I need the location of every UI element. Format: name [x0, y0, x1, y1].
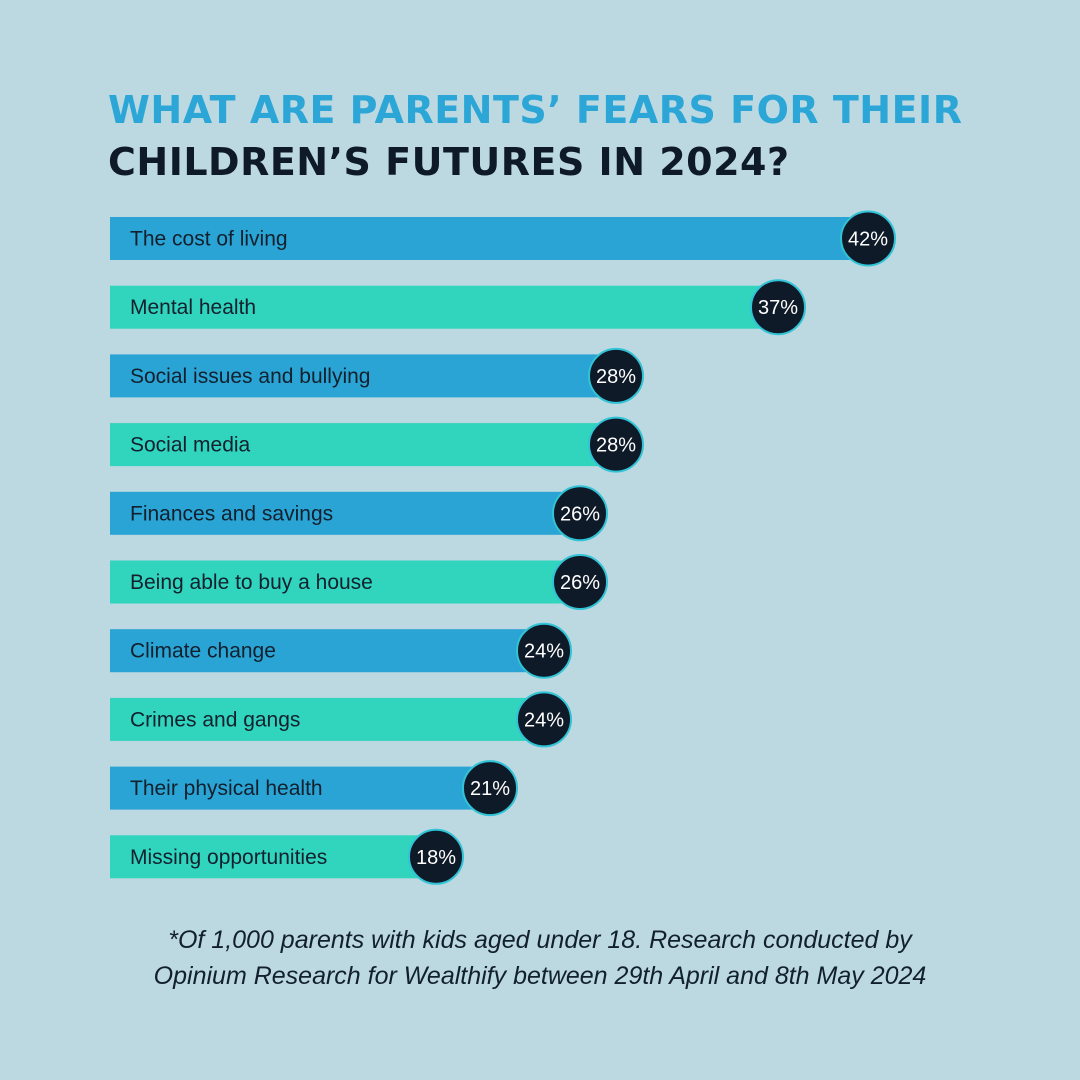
category-label-5: Finances and savings — [130, 502, 333, 525]
category-label-7: Climate change — [130, 640, 276, 663]
category-label-3: Social issues and bullying — [130, 365, 370, 388]
value-label-3: 28% — [596, 366, 636, 388]
chart-title: WHAT ARE PARENTS’ FEARS FOR THEIR CHILDR… — [108, 84, 1008, 188]
value-label-1: 42% — [848, 229, 888, 251]
category-label-10: Missing opportunities — [130, 846, 327, 869]
value-badge-2 — [750, 279, 806, 336]
bar-4 — [110, 423, 614, 467]
bar-6 — [110, 560, 578, 604]
value-label-9: 21% — [470, 778, 510, 800]
value-badge-6 — [552, 554, 608, 610]
bar-10 — [110, 835, 434, 879]
value-badge-9 — [462, 760, 518, 817]
bar-1 — [110, 217, 866, 260]
footnote-line-1: *Of 1,000 parents with kids aged under 1… — [168, 926, 912, 954]
bar-7 — [110, 629, 542, 673]
category-label-6: Being able to buy a house — [130, 571, 373, 594]
value-label-5: 26% — [560, 503, 600, 525]
bar-8 — [110, 697, 542, 741]
value-badge-7 — [516, 622, 572, 679]
value-badge-1 — [840, 210, 896, 267]
bar-2 — [110, 285, 776, 329]
value-label-4: 28% — [596, 435, 636, 457]
value-badge-10 — [408, 828, 464, 885]
value-badge-8 — [516, 691, 572, 748]
value-label-10: 18% — [416, 847, 456, 869]
chart-title-line-2: CHILDREN’S FUTURES IN 2024? — [108, 140, 790, 184]
category-label-9: Their physical health — [130, 777, 323, 800]
chart-title-line-1: WHAT ARE PARENTS’ FEARS FOR THEIR — [108, 88, 963, 132]
footnote-line-2: Opinium Research for Wealthify between 2… — [153, 962, 927, 990]
category-label-8: Crimes and gangs — [130, 708, 300, 731]
value-badge-3 — [588, 347, 644, 404]
category-label-4: Social media — [130, 434, 251, 457]
value-label-8: 24% — [524, 709, 564, 731]
value-label-6: 26% — [560, 572, 600, 594]
category-label-1: The cost of living — [130, 228, 288, 251]
bar-9 — [110, 766, 488, 810]
value-label-7: 24% — [524, 641, 564, 663]
footnote: *Of 1,000 parents with kids aged under 1… — [40, 922, 1040, 994]
category-label-2: Mental health — [130, 296, 256, 319]
value-label-2: 37% — [758, 297, 798, 319]
bar-3 — [110, 354, 614, 398]
value-badge-4 — [588, 416, 644, 473]
bar-5 — [110, 491, 578, 535]
value-badge-5 — [552, 485, 608, 542]
